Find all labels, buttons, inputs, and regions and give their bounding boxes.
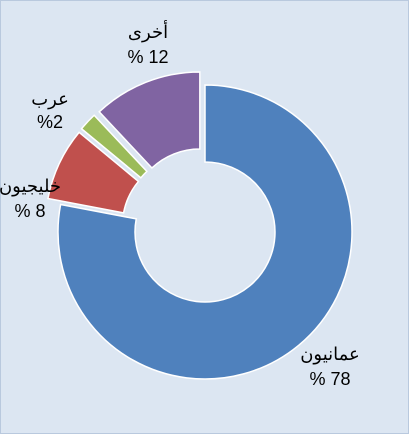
value-label: % 78 bbox=[309, 369, 350, 389]
value-label: % 12 bbox=[127, 47, 168, 67]
category-label: أخرى bbox=[128, 20, 168, 43]
category-label: خليجيون bbox=[0, 176, 61, 197]
value-label: % 8 bbox=[14, 201, 45, 221]
donut-segment bbox=[98, 71, 201, 170]
donut-segment bbox=[80, 114, 148, 179]
donut-segment bbox=[47, 131, 140, 214]
donut-segment bbox=[57, 84, 353, 380]
value-label: %2 bbox=[37, 112, 63, 132]
category-label: عمانيون bbox=[300, 344, 360, 365]
category-label: عرب bbox=[31, 89, 69, 110]
